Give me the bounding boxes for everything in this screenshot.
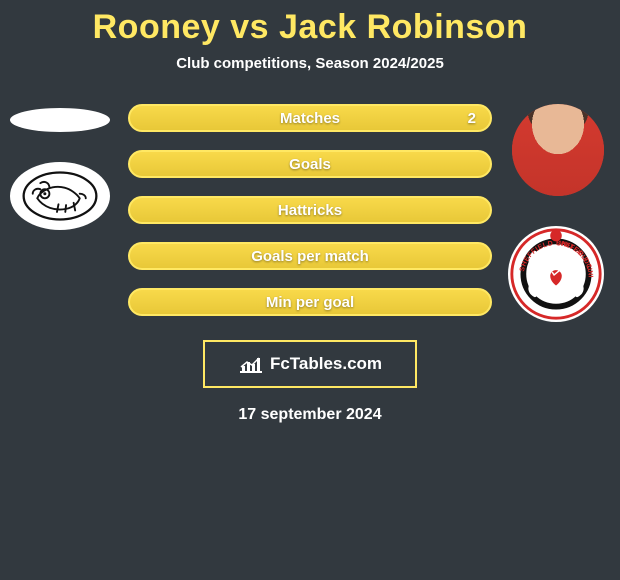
- page-title: Rooney vs Jack Robinson: [0, 0, 620, 47]
- stat-label: Matches: [280, 110, 340, 127]
- stat-bar-min-per-goal: Min per goal: [128, 288, 492, 316]
- watermark-text: FcTables.com: [270, 354, 382, 374]
- stat-bar-goals-per-match: Goals per match: [128, 242, 492, 270]
- stat-bar-goals: Goals: [128, 150, 492, 178]
- stat-bars: Matches 2 Goals Hattricks Goals per matc…: [120, 104, 500, 316]
- sheffield-united-icon: 1889 SHEFFIELD UNITED SHEFFIELD UNITED F…: [508, 226, 604, 322]
- stat-label: Min per goal: [266, 294, 354, 311]
- watermark-box: FcTables.com: [203, 340, 417, 388]
- player1-club-badge: [10, 162, 110, 230]
- stat-label: Goals per match: [251, 248, 369, 265]
- bar-chart-icon: [238, 354, 264, 374]
- stat-bar-matches: Matches 2: [128, 104, 492, 132]
- stat-label: Hattricks: [278, 202, 342, 219]
- date-text: 17 september 2024: [0, 406, 620, 424]
- player1-photo-placeholder: [10, 108, 110, 132]
- player2-column: 1889 SHEFFIELD UNITED SHEFFIELD UNITED F…: [500, 104, 610, 322]
- derby-ram-icon: [22, 171, 98, 221]
- player1-column: [10, 104, 120, 230]
- player2-club-badge: 1889 SHEFFIELD UNITED SHEFFIELD UNITED F…: [508, 226, 604, 322]
- comparison-row: Matches 2 Goals Hattricks Goals per matc…: [0, 104, 620, 322]
- stat-bar-hattricks: Hattricks: [128, 196, 492, 224]
- subtitle: Club competitions, Season 2024/2025: [0, 55, 620, 72]
- player2-photo: [512, 104, 604, 196]
- stat-value-right: 2: [468, 110, 476, 127]
- stat-label: Goals: [289, 156, 331, 173]
- club-year: 1889: [546, 287, 565, 297]
